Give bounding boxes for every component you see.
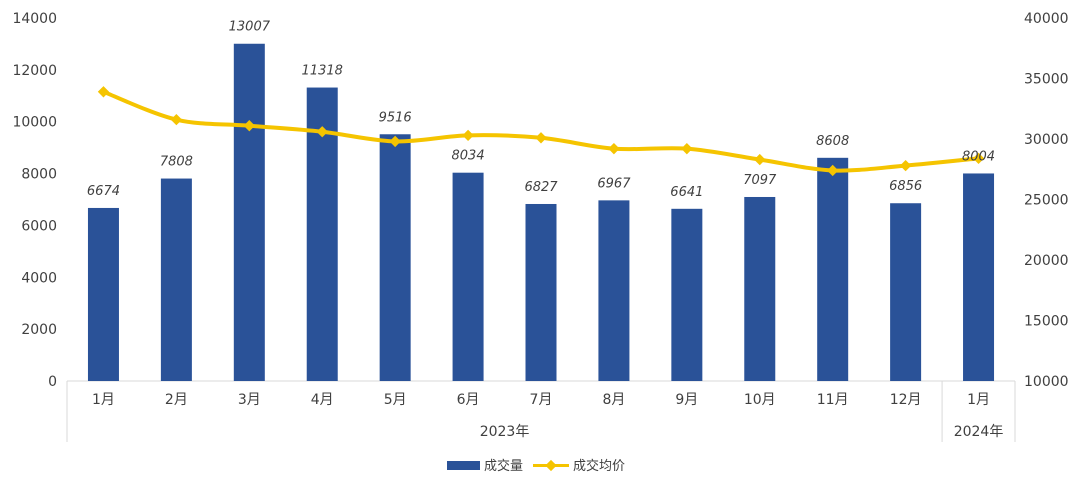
- legend-label-volume: 成交量: [484, 458, 523, 474]
- bar-value-label: 13007: [229, 20, 271, 35]
- bar-value-label: 8034: [452, 149, 485, 164]
- bar-value-label: 7097: [743, 173, 777, 188]
- x-axis-category-label: 6月: [457, 392, 480, 408]
- x-axis-category-label: 8月: [602, 392, 625, 408]
- bar: [817, 157, 849, 381]
- x-axis-category-label: 3月: [238, 392, 261, 408]
- bar: [379, 134, 411, 381]
- right-axis-tick-label: 20000: [1024, 253, 1069, 269]
- right-axis-tick-label: 10000: [1024, 374, 1069, 390]
- left-axis-tick-label: 8000: [21, 167, 57, 183]
- right-axis-tick-label: 40000: [1024, 11, 1069, 27]
- left-axis-tick-label: 0: [48, 374, 57, 390]
- price-point: [608, 143, 620, 155]
- bar: [671, 208, 703, 381]
- bar: [890, 203, 922, 381]
- x-axis-group-label: 2023年: [480, 424, 530, 440]
- left-axis-tick-label: 10000: [12, 115, 57, 131]
- price-point: [535, 132, 547, 144]
- left-axis-tick-label: 2000: [21, 322, 57, 338]
- x-axis-category-label: 12月: [890, 392, 922, 408]
- x-axis-category-label: 11月: [817, 392, 849, 408]
- bar: [598, 200, 630, 381]
- bar: [452, 172, 484, 381]
- right-axis-tick-label: 30000: [1024, 132, 1069, 148]
- price-point: [462, 129, 474, 142]
- x-axis-category-label: 1月: [92, 392, 115, 408]
- left-axis-tick-label: 14000: [12, 11, 57, 27]
- x-axis-category-label: 4月: [311, 392, 334, 408]
- bar: [233, 43, 265, 381]
- legend: 成交量 成交均价: [447, 458, 625, 474]
- bar-value-label: 9516: [379, 110, 412, 125]
- bar: [87, 207, 119, 381]
- left-axis-tick-label: 6000: [21, 218, 57, 234]
- left-axis-tick-label: 12000: [12, 63, 57, 79]
- legend-swatch-volume: [447, 461, 480, 470]
- price-point: [827, 164, 839, 177]
- bar-value-label: 6827: [524, 180, 558, 195]
- bar: [160, 178, 192, 381]
- x-axis-category-label: 5月: [384, 392, 407, 408]
- bar: [963, 173, 995, 381]
- x-axis-category-label: 10月: [744, 392, 776, 408]
- price-point: [97, 86, 110, 98]
- price-point: [899, 159, 912, 172]
- price-point: [389, 135, 401, 148]
- price-point: [170, 113, 183, 126]
- x-axis-category-label: 1月: [967, 392, 990, 408]
- x-axis-category-label: 7月: [530, 392, 553, 408]
- price-point: [681, 143, 693, 155]
- bar-value-label: 6856: [889, 179, 922, 194]
- right-axis-tick-label: 15000: [1024, 314, 1069, 330]
- bar-value-label: 7808: [160, 155, 193, 170]
- bar: [744, 196, 776, 381]
- x-axis-category-label: 2月: [165, 392, 188, 408]
- bar: [525, 203, 557, 381]
- left-axis-tick-label: 4000: [21, 270, 57, 286]
- bar-value-label: 8004: [962, 149, 995, 164]
- bar-value-label: 6674: [87, 184, 120, 199]
- price-point: [972, 152, 985, 165]
- price-point: [754, 153, 766, 166]
- legend-swatch-price-marker: [545, 459, 557, 472]
- bar-value-label: 6641: [670, 185, 703, 200]
- bar-value-label: 11318: [302, 64, 343, 79]
- right-axis-tick-label: 35000: [1024, 72, 1069, 88]
- x-axis-group-label: 2024年: [954, 424, 1004, 440]
- x-axis-category-label: 9月: [675, 392, 698, 408]
- legend-label-price: 成交均价: [573, 458, 625, 474]
- bar-value-label: 6967: [597, 176, 631, 191]
- bar-value-label: 8608: [816, 134, 849, 149]
- right-axis-tick-label: 25000: [1024, 193, 1069, 209]
